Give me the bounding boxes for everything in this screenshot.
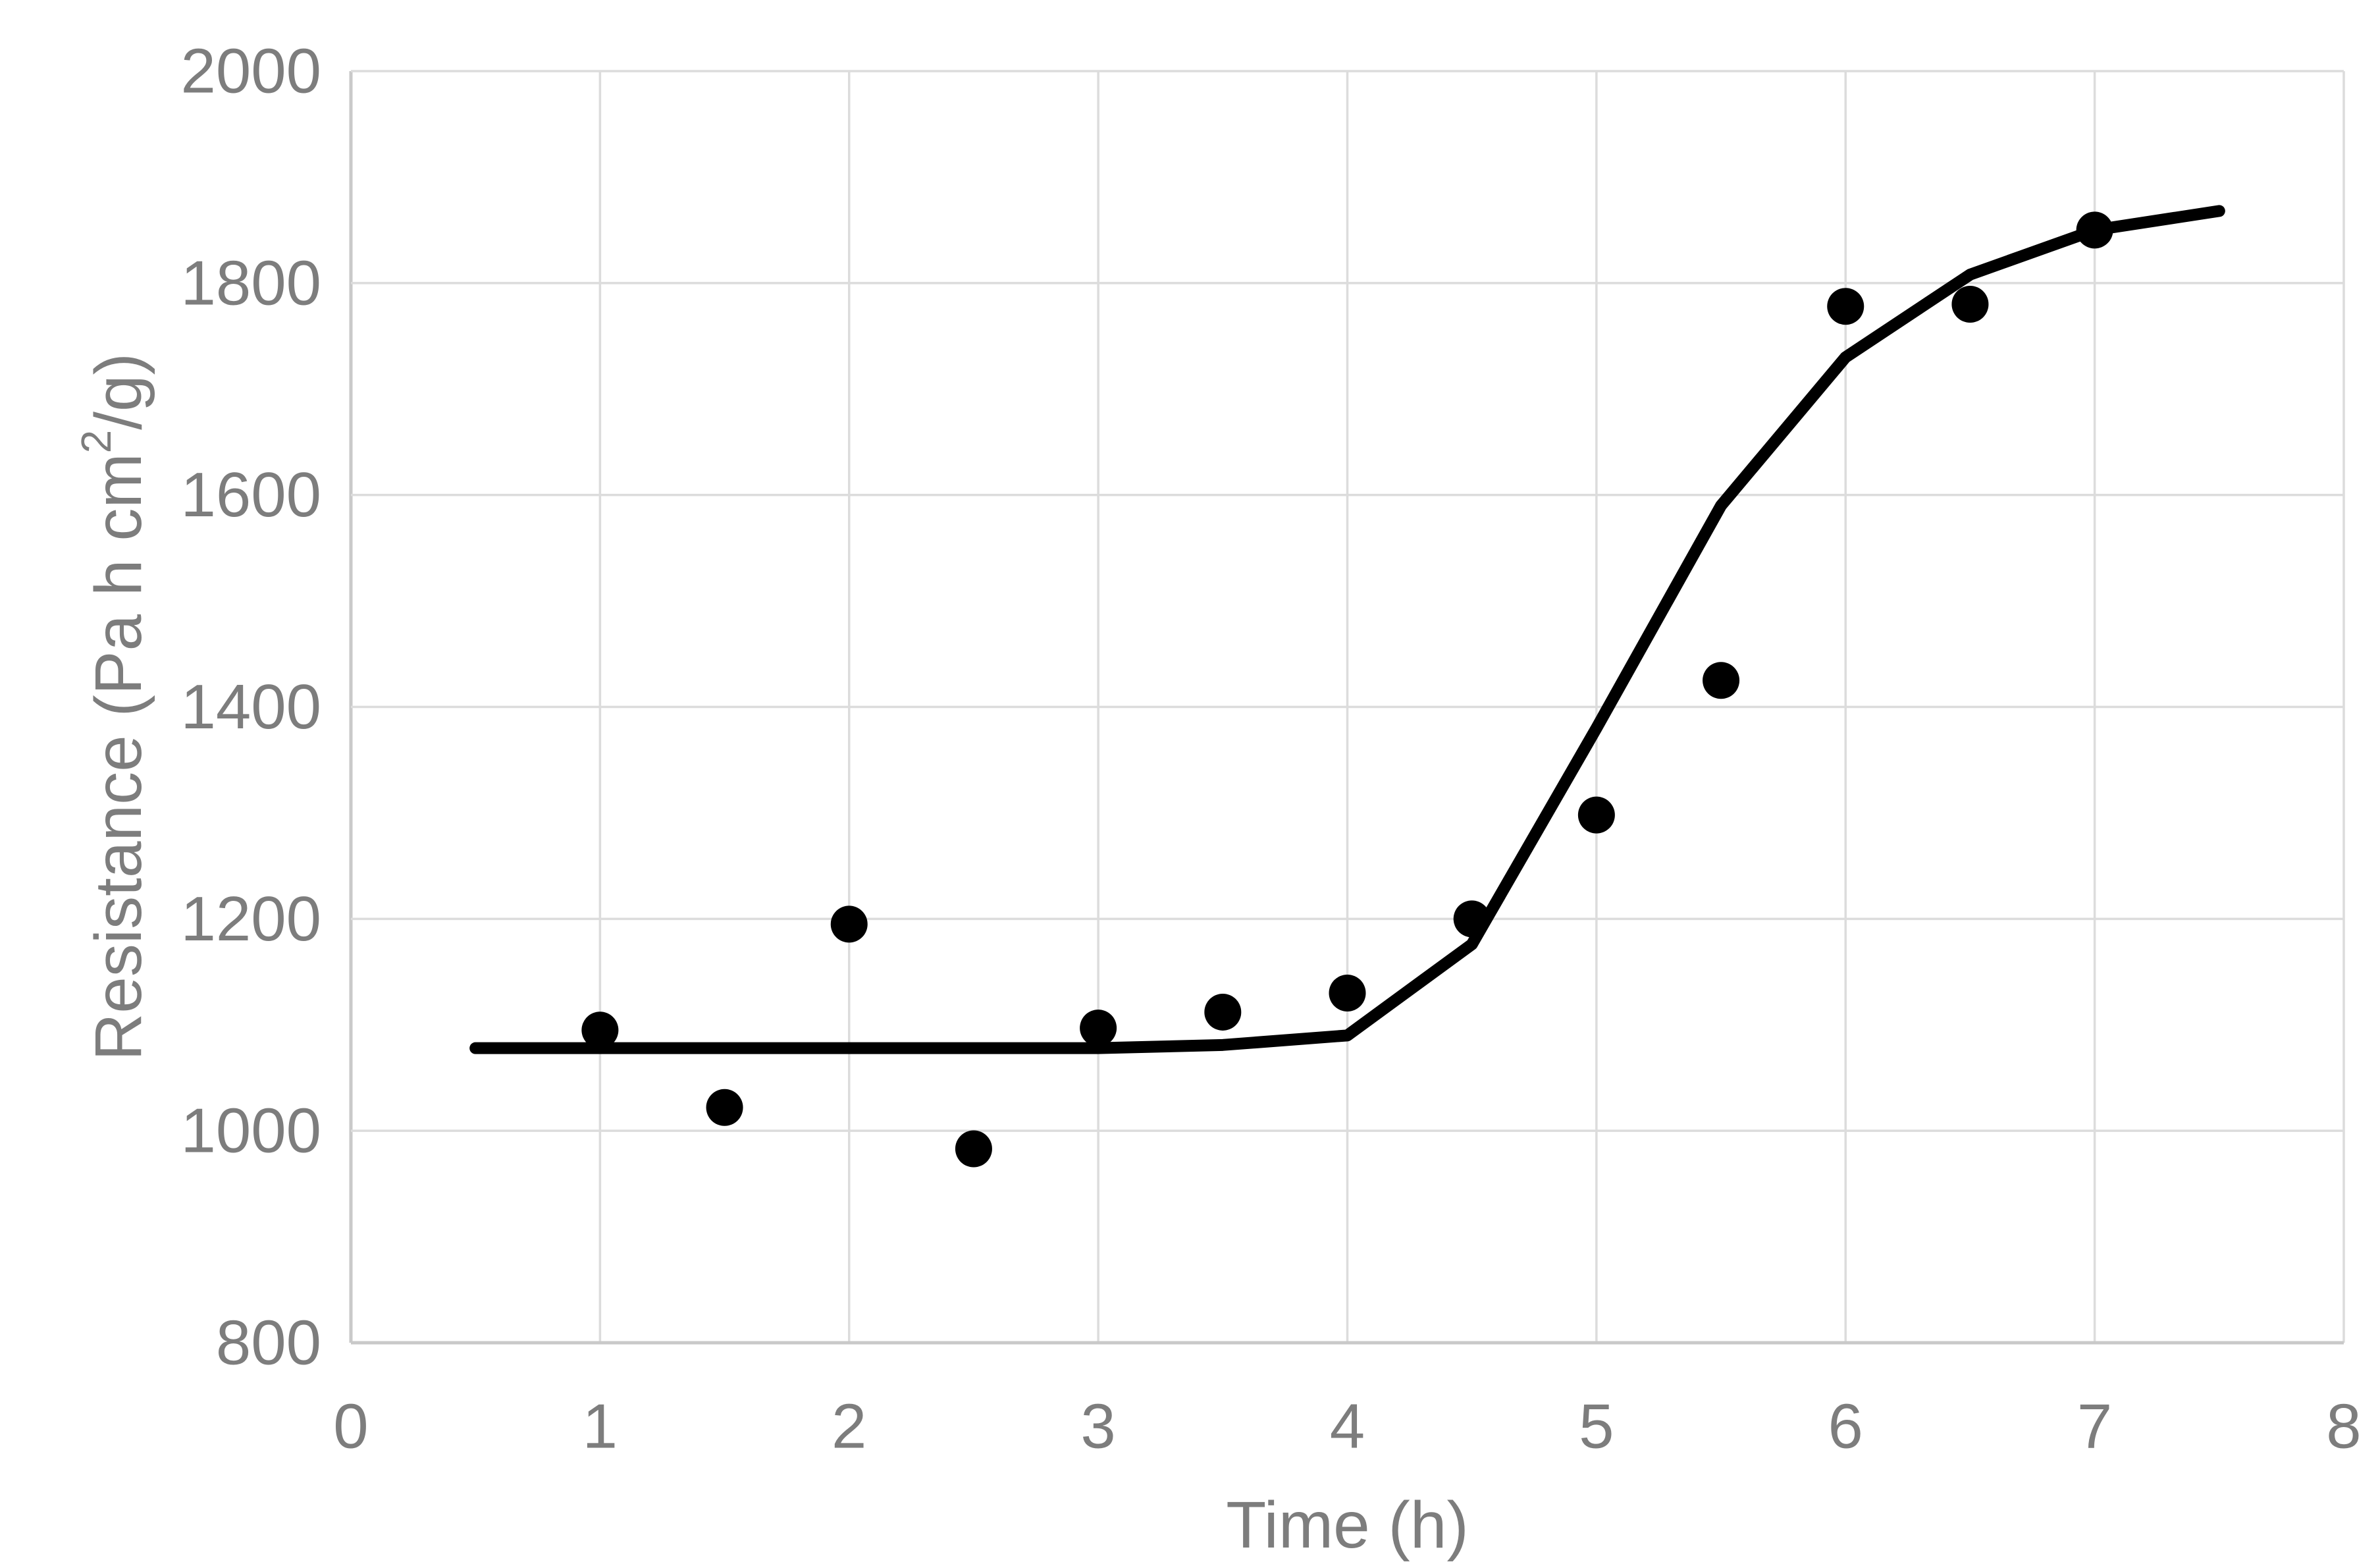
y-axis-title: Resistance (Pa h cm2/g) [72,353,155,1061]
y-tick-label: 1600 [180,460,321,530]
chart-figure: 0 1 2 3 4 5 6 7 8 800 1000 1200 1400 1600 1800 2000 Time… [26,11,2380,1564]
y-tick-label: 1200 [180,884,321,954]
fit-line [469,205,2225,1054]
x-tick-label: 4 [1330,1391,1365,1462]
data-point [1577,796,1615,834]
y-tick-label: 2000 [180,36,321,107]
data-points [581,211,2113,1168]
y-tick-label: 1000 [180,1096,321,1166]
data-point [1827,288,1864,325]
data-point [706,1089,743,1126]
x-axis-title: Time (h) [1226,1488,1469,1562]
resistance-vs-time-chart: 0 1 2 3 4 5 6 7 8 800 1000 1200 1400 1600 1800 2000 Time… [26,11,2380,1564]
data-point [830,905,868,943]
y-tick-labels: 800 1000 1200 1400 1600 1800 2000 [180,36,321,1378]
data-point [2076,211,2113,249]
y-tick-label: 1400 [180,672,321,742]
data-point [1204,993,1242,1031]
y-tick-label: 800 [216,1308,321,1378]
data-point [1951,286,1989,323]
gridlines [349,70,2345,1345]
x-tick-label: 3 [1080,1391,1115,1462]
data-point [581,1011,619,1049]
x-tick-labels: 0 1 2 3 4 5 6 7 8 [333,1391,2361,1462]
data-point [1329,974,1366,1011]
x-tick-label: 5 [1579,1391,1614,1462]
data-point [1080,1010,1117,1047]
x-tick-label: 8 [2326,1391,2361,1462]
data-point [1703,662,1740,699]
data-point [1453,900,1491,938]
x-tick-label: 0 [333,1391,368,1462]
data-point [955,1130,992,1168]
x-tick-label: 1 [583,1391,618,1462]
x-tick-label: 6 [1828,1391,1863,1462]
x-tick-label: 7 [2077,1391,2112,1462]
x-tick-label: 2 [832,1391,866,1462]
y-tick-label: 1800 [180,248,321,318]
